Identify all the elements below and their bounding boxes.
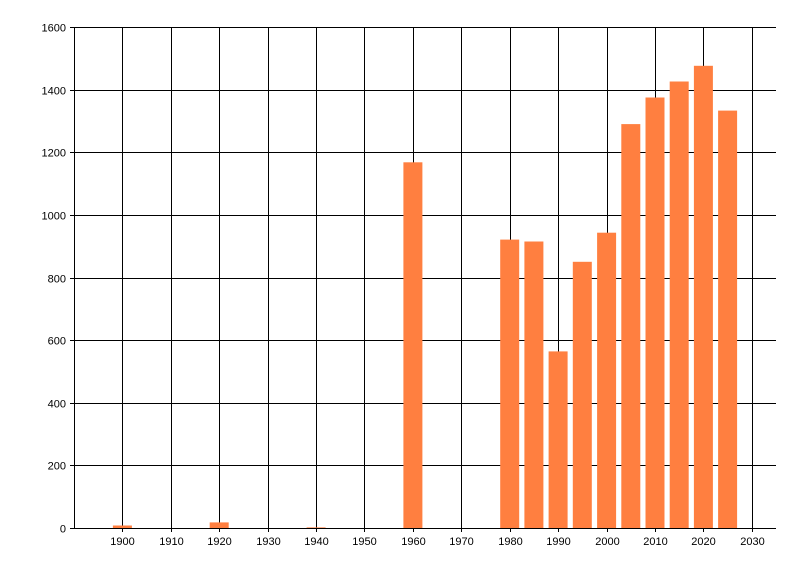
x-tick-label: 1910 <box>159 536 183 548</box>
y-tick-label: 1000 <box>42 211 66 223</box>
bar <box>112 525 132 528</box>
y-tick-label: 1200 <box>42 148 66 160</box>
x-tick-labels: 1900 1910 1920 1930 1940 1950 1960 1970 1980 1990… <box>110 536 764 548</box>
bar <box>524 241 544 528</box>
x-tick-label: 1930 <box>256 536 280 548</box>
y-tick-label: 0 <box>60 524 66 536</box>
y-tick-label: 400 <box>48 399 66 411</box>
bar <box>693 65 713 529</box>
bar <box>669 81 689 528</box>
bar <box>209 522 229 528</box>
bars <box>112 65 738 529</box>
x-tick-label: 2000 <box>595 536 619 548</box>
y-tick-label: 1600 <box>42 23 66 35</box>
bar <box>403 162 423 529</box>
x-tick-label: 1970 <box>449 536 473 548</box>
bar <box>306 527 326 528</box>
y-tick-label: 1400 <box>42 86 66 98</box>
x-tick-label: 1960 <box>401 536 425 548</box>
x-tick-label: 2010 <box>643 536 667 548</box>
bar <box>718 110 738 528</box>
bar <box>621 124 641 528</box>
y-tick-label: 200 <box>48 461 66 473</box>
x-tick-label: 1940 <box>304 536 328 548</box>
y-tick-label: 600 <box>48 336 66 348</box>
bar <box>548 351 568 528</box>
y-tick-labels: 0 200 400 600 800 1000 1200 1400 1600 <box>42 23 66 536</box>
x-tick-label: 1950 <box>352 536 376 548</box>
bar <box>597 232 617 528</box>
x-tick-label: 1900 <box>110 536 134 548</box>
bar <box>500 239 520 528</box>
x-tick-label: 1990 <box>546 536 570 548</box>
bar <box>645 97 665 528</box>
x-tick-label: 2030 <box>740 536 764 548</box>
x-tick-label: 1980 <box>498 536 522 548</box>
axes <box>70 27 776 532</box>
x-tick-label: 2020 <box>691 536 715 548</box>
y-tick-label: 800 <box>48 274 66 286</box>
x-tick-label: 1920 <box>207 536 231 548</box>
bar <box>572 261 592 528</box>
